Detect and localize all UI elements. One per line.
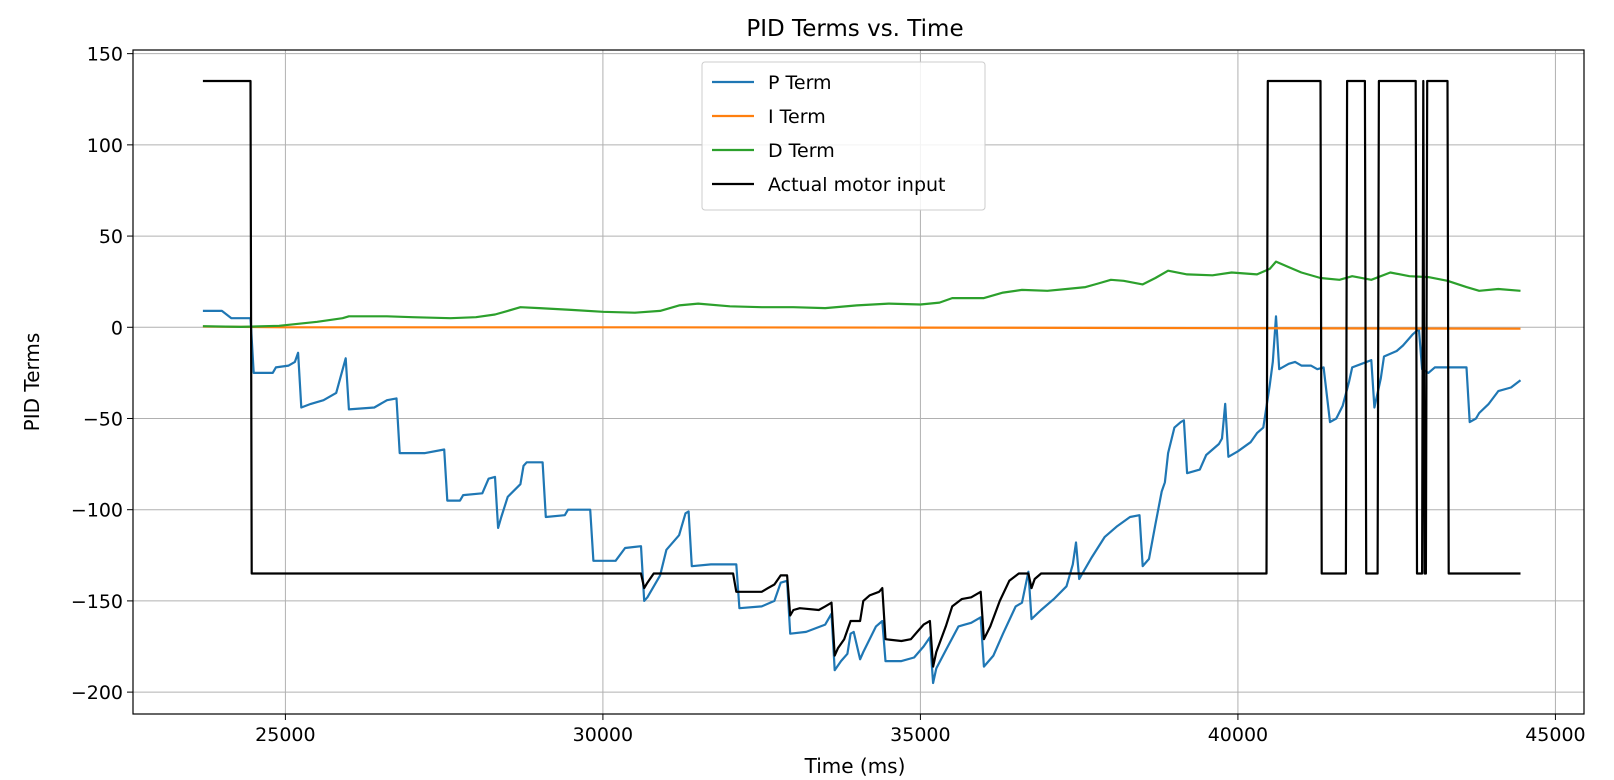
series-line-4 — [202, 79, 1521, 668]
y-tick-label: 100 — [87, 135, 123, 157]
y-tick-label: −50 — [83, 408, 123, 430]
x-axis-label: Time (ms) — [804, 754, 906, 778]
y-tick-label: −100 — [71, 500, 123, 522]
x-tick-label: 30000 — [573, 724, 633, 746]
y-tick-label: 0 — [111, 317, 123, 339]
y-tick-label: 150 — [87, 44, 123, 66]
y-tick-label: 50 — [99, 226, 123, 248]
y-axis-label: PID Terms — [20, 333, 44, 432]
legend: P Term I Term D Term Actual motor input — [701, 61, 986, 211]
legend-box — [701, 61, 986, 211]
x-tick-label: 25000 — [255, 724, 315, 746]
x-tick-label: 40000 — [1208, 724, 1268, 746]
legend-label: Actual motor input — [768, 174, 946, 196]
axis-ticks: 25000 30000 35000 40000 45000 150 100 50 0 −50 −10… — [71, 44, 1586, 746]
x-tick-label: 45000 — [1525, 724, 1585, 746]
series-line-2 — [202, 325, 1521, 330]
x-tick-label: 35000 — [890, 724, 950, 746]
plot-frame — [132, 49, 1585, 715]
chart-title: PID Terms vs. Time — [746, 16, 963, 42]
series-line-3 — [202, 260, 1521, 328]
legend-label: I Term — [768, 106, 826, 128]
series-lines — [202, 79, 1522, 685]
y-tick-label: −200 — [71, 682, 123, 704]
legend-label: P Term — [768, 72, 832, 94]
legend-label: D Term — [768, 140, 835, 162]
y-tick-label: −150 — [71, 591, 123, 613]
series-line-1 — [202, 309, 1522, 685]
